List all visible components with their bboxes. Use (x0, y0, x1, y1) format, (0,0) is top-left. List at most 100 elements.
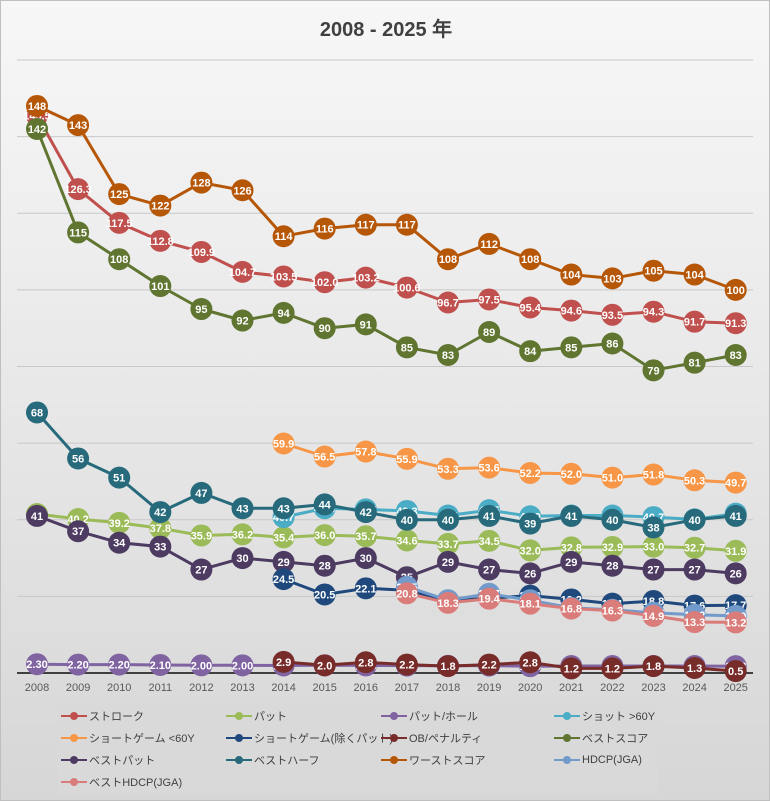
legend-label: ベストハーフ (254, 755, 320, 767)
data-label: 16.8 (561, 604, 582, 616)
data-label: 59.9 (273, 439, 294, 451)
data-point (354, 577, 377, 600)
data-label: 100 (727, 285, 745, 297)
data-point (231, 309, 254, 332)
data-label: 33 (154, 542, 166, 554)
data-label: 24.5 (273, 574, 294, 586)
x-tick-label: 2015 (312, 682, 336, 694)
data-label: 86 (606, 339, 618, 351)
data-point (683, 469, 706, 492)
data-label: 31.9 (725, 546, 746, 558)
data-point (683, 558, 706, 581)
data-point (642, 558, 665, 581)
data-point (190, 524, 213, 547)
data-point (395, 447, 418, 470)
legend-swatch (554, 711, 580, 721)
data-label: 103 (603, 273, 621, 285)
data-point (519, 539, 542, 562)
data-point (519, 248, 542, 271)
data-label: 68 (31, 407, 43, 419)
data-label: 125 (110, 189, 128, 201)
data-point (683, 263, 706, 286)
data-label: 116 (316, 224, 334, 236)
data-point (395, 508, 418, 531)
data-point (354, 651, 377, 674)
data-label: 95.4 (519, 302, 541, 314)
data-label: 22.1 (355, 583, 376, 595)
legend-item: パット/ホール (381, 706, 478, 726)
legend-swatch (226, 755, 252, 765)
data-label: 34.5 (478, 536, 499, 548)
data-label: 37.8 (150, 523, 171, 535)
data-point (272, 265, 295, 288)
data-point (149, 535, 172, 558)
legend-item: OB/ペナルティ (381, 728, 482, 748)
legend-item: ショット >60Y (554, 706, 655, 726)
data-label: 19.4 (478, 594, 500, 606)
data-label: 53.3 (437, 464, 458, 476)
data-point (190, 240, 213, 263)
data-label: 40 (606, 515, 618, 527)
data-label: 40 (442, 515, 454, 527)
data-point (354, 313, 377, 336)
data-point (724, 471, 747, 494)
legend-label: OB/ペナルティ (409, 733, 483, 745)
data-label: 100.6 (393, 283, 421, 295)
x-tick-label: 2008 (25, 682, 49, 694)
data-point (272, 650, 295, 673)
data-point (272, 225, 295, 248)
data-point (724, 278, 747, 301)
data-point (395, 213, 418, 236)
data-label: 32.9 (602, 542, 623, 554)
data-label: 117 (398, 220, 416, 232)
series-0: 145.5126.3117.5112.8109.9104.7103.5102.0… (23, 104, 747, 335)
series-8: 413734332730292830252927262928272726 (26, 504, 747, 589)
legend-label: パット/ホール (409, 711, 479, 723)
data-label: 1.2 (564, 663, 579, 675)
data-point (26, 401, 48, 424)
data-label: 83 (730, 350, 742, 362)
data-point (190, 298, 213, 321)
data-label: 148 (28, 101, 46, 113)
data-point (683, 351, 706, 374)
data-point (149, 275, 172, 298)
data-point (724, 312, 747, 335)
series-line (35, 114, 736, 325)
data-label: 43 (236, 503, 248, 515)
data-point (313, 583, 336, 606)
data-label: 93.5 (602, 310, 623, 322)
data-point (601, 466, 624, 489)
data-point (354, 501, 377, 524)
data-label: 126.3 (64, 184, 92, 196)
data-label: 96.7 (437, 298, 458, 310)
data-point (478, 504, 501, 527)
x-tick-label: 2013 (230, 682, 254, 694)
data-point (354, 440, 377, 463)
data-point (313, 654, 336, 677)
data-label: 122 (151, 201, 169, 213)
data-point (231, 654, 254, 677)
data-point (683, 611, 706, 634)
data-point (437, 532, 459, 555)
data-label: 79 (647, 365, 659, 377)
data-label: 104 (562, 270, 581, 282)
data-label: 2.2 (399, 660, 414, 672)
data-point (478, 456, 501, 479)
series-4: 59.9 56.5 57.8 55.9 53.3 53.6 52.2 52.0 51.0 51.8… (272, 432, 747, 494)
data-label: 117.5 (106, 218, 133, 230)
data-point (724, 611, 747, 634)
data-point (149, 229, 172, 252)
data-label: 41 (483, 511, 495, 523)
data-label: 104 (685, 270, 704, 282)
x-tick-label: 2009 (66, 682, 90, 694)
legend-item: ワーストスコア (381, 750, 485, 770)
data-point (272, 497, 295, 520)
data-label: 39 (524, 519, 536, 531)
data-label: 56 (72, 453, 84, 465)
data-label: 28 (319, 561, 331, 573)
series-line (283, 442, 736, 485)
data-point (67, 114, 90, 137)
data-label: 30 (360, 553, 372, 565)
data-label: 51.0 (602, 473, 623, 485)
data-point (724, 344, 747, 367)
